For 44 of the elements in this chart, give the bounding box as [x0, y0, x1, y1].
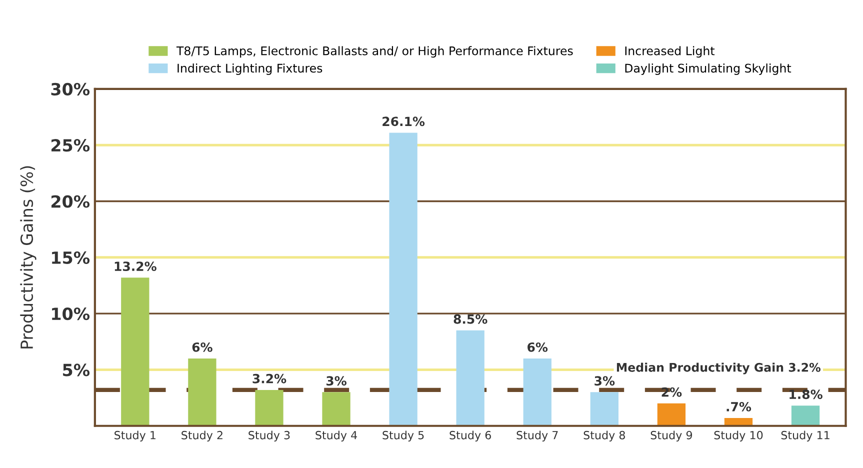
bar — [255, 390, 284, 426]
y-tick-label: 30% — [51, 82, 90, 96]
x-tick-label: Study 3 — [248, 430, 290, 442]
x-tick-label: Study 11 — [781, 430, 830, 442]
data-label: 6% — [528, 342, 548, 352]
x-tick-label: Study 1 — [114, 430, 156, 442]
legend-label: Increased Light — [625, 46, 715, 58]
legend-label: T8/T5 Lamps, Electronic Ballasts and/ or High Performance Fixtures — [176, 46, 573, 58]
bar — [791, 406, 820, 426]
bar — [657, 403, 686, 426]
y-tick-label: 15% — [52, 251, 90, 264]
x-tick-label: Study 6 — [450, 430, 491, 442]
legend-label: Daylight Simulating Skylight — [625, 64, 792, 75]
y-tick-label: 5% — [63, 364, 90, 376]
data-label: .7% — [726, 402, 752, 412]
x-tick-label: Study 2 — [182, 430, 222, 442]
data-label: 3.2% — [252, 374, 286, 384]
legend-label: Indirect Lighting Fixtures — [178, 64, 322, 75]
y-tick-label: 25% — [51, 139, 90, 152]
x-tick-label: Study 8 — [584, 430, 625, 442]
data-label: 6% — [192, 342, 212, 352]
x-tick-label: Study 7 — [516, 430, 558, 442]
bar — [590, 392, 618, 426]
bar — [322, 392, 350, 426]
bar — [389, 132, 418, 426]
data-label: 3% — [326, 376, 346, 386]
data-label: 1.8% — [790, 390, 822, 400]
data-label: 2% — [662, 387, 682, 397]
data-label: 13.2% — [114, 262, 156, 272]
x-tick-label: Study 10 — [714, 430, 763, 442]
x-tick-label: Study 9 — [650, 430, 692, 442]
data-label: 8.5% — [454, 314, 488, 324]
bar — [188, 358, 216, 426]
bar — [121, 278, 150, 426]
y-axis-title: Productivity Gains (%) — [20, 166, 36, 348]
bar — [523, 358, 552, 426]
x-tick-label: Study 5 — [382, 430, 424, 442]
y-tick-label: 20% — [51, 195, 90, 208]
ref-line-label: Median Productivity Gain 3.2% — [616, 362, 820, 374]
y-tick-label: 10% — [52, 308, 90, 320]
bar — [456, 330, 484, 426]
data-label: 3% — [594, 376, 615, 386]
data-label: 26.1% — [382, 116, 425, 126]
x-tick-label: Study 4 — [316, 430, 357, 442]
